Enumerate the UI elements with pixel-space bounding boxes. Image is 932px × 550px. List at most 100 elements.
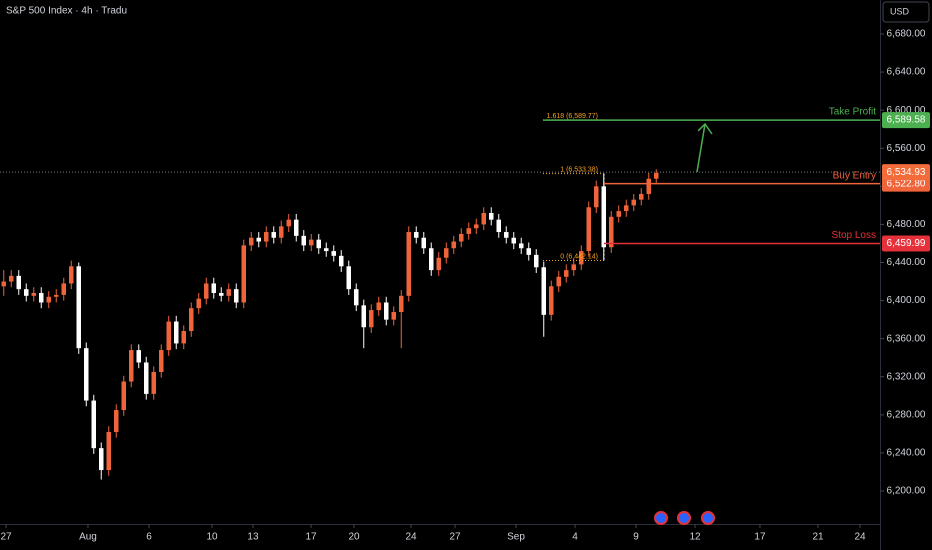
candle-body <box>654 173 659 179</box>
candle-body <box>106 431 112 471</box>
candle-body <box>196 298 202 309</box>
x-tick-label: Aug <box>79 532 97 543</box>
candle-body <box>571 264 577 271</box>
candle-body <box>594 186 599 208</box>
candle-body <box>31 292 37 296</box>
currency-box[interactable] <box>882 1 930 23</box>
y-tick-label: 6,280.00 <box>887 409 926 420</box>
candle-body <box>421 237 427 249</box>
candle-body <box>54 294 59 297</box>
candle-body <box>211 283 217 293</box>
candle-body <box>264 232 269 242</box>
candle-body <box>241 245 247 303</box>
candle-body <box>301 235 307 246</box>
candle-body <box>489 212 494 220</box>
fib-label: 0 (6,442.14) <box>560 253 598 260</box>
candle-body <box>61 283 67 295</box>
price-tag-label: 6,534.93 <box>887 167 926 178</box>
x-tick-label: 12 <box>689 532 701 543</box>
candle-body <box>279 226 284 238</box>
candle-body <box>181 331 187 344</box>
candle-body <box>234 289 239 303</box>
candle-body <box>406 232 412 296</box>
candle-body <box>639 193 644 200</box>
y-tick-label: 6,240.00 <box>887 448 926 459</box>
candle-body <box>511 237 517 244</box>
candle-body <box>121 381 127 411</box>
candle-body <box>444 248 449 258</box>
event-icon[interactable] <box>677 511 691 525</box>
candle-body <box>331 251 337 256</box>
candle-body <box>624 205 629 212</box>
price-tag <box>882 164 930 181</box>
x-tick-label: 17 <box>305 532 317 543</box>
candle-body <box>249 237 254 246</box>
candle-body <box>354 289 359 306</box>
candle-body <box>271 232 277 238</box>
candle-body <box>361 305 367 328</box>
candle-body <box>346 266 352 290</box>
candle-body <box>459 233 464 242</box>
y-tick-label: 6,480.00 <box>887 219 926 230</box>
y-tick-label: 6,560.00 <box>887 143 926 154</box>
x-tick-label: 24 <box>854 532 866 543</box>
candle-body <box>91 400 97 449</box>
candle-body <box>526 248 532 255</box>
candle-body <box>316 239 322 249</box>
candle-body <box>369 310 374 328</box>
candle-body <box>429 248 434 271</box>
price-tag-label: 6,522.80 <box>887 178 926 189</box>
candle-body <box>189 308 194 332</box>
y-tick-label: 6,320.00 <box>887 371 926 382</box>
x-tick-label: Sep <box>507 532 525 543</box>
candle-body <box>414 232 419 238</box>
fib-label: 1.618 (6,589.77) <box>547 113 598 120</box>
candle-body <box>166 321 172 351</box>
candle-body <box>144 362 149 394</box>
y-tick-label: 6,360.00 <box>887 333 926 344</box>
candle-body <box>384 302 389 320</box>
price-tag <box>882 112 930 129</box>
x-tick-label: 20 <box>348 532 360 543</box>
x-tick-label: 6 <box>146 532 152 543</box>
candle-body <box>474 224 479 229</box>
candle-body <box>609 216 614 248</box>
y-tick-label: 6,680.00 <box>887 29 926 40</box>
event-icon[interactable] <box>701 511 715 525</box>
y-tick-label: 6,640.00 <box>887 67 926 78</box>
y-tick-label: 6,600.00 <box>887 105 926 116</box>
candle-body <box>564 270 569 277</box>
candle-body <box>466 228 472 234</box>
level-name: Take Profit <box>829 107 876 118</box>
candle-body <box>129 350 134 382</box>
candle-body <box>481 212 487 225</box>
candle-body <box>534 254 539 268</box>
x-tick-label: 4 <box>572 532 578 543</box>
candle-body <box>556 276 562 287</box>
y-tick-label: 6,440.00 <box>887 257 926 268</box>
candle-body <box>151 371 157 394</box>
candle-body <box>436 257 442 271</box>
candle-body <box>256 237 262 242</box>
x-tick-label: 27 <box>0 532 12 543</box>
x-tick-label: 17 <box>754 532 766 543</box>
plot: 6,200.00 6,240.00 6,280.00 6,320.00 6,360.00… <box>0 29 930 543</box>
candle-body <box>1 281 7 287</box>
candle-body <box>399 295 404 313</box>
candle-body <box>136 350 142 363</box>
candle-body <box>391 312 397 320</box>
event-icon[interactable] <box>654 511 668 525</box>
x-tick-label: 27 <box>449 532 461 543</box>
x-tick-label: 24 <box>405 532 417 543</box>
currency[interactable]: USD <box>890 6 910 16</box>
candle-body <box>226 289 232 296</box>
candle-body <box>324 248 329 252</box>
candle-body <box>339 255 344 267</box>
candle-body <box>174 321 179 344</box>
y-tick-label: 6,200.00 <box>887 486 926 497</box>
candle-body <box>496 219 502 233</box>
chart-title: S&P 500 Index · 4h · Tradu <box>6 6 127 17</box>
candle-body <box>646 178 652 194</box>
y-tick-label: 6,400.00 <box>887 295 926 306</box>
